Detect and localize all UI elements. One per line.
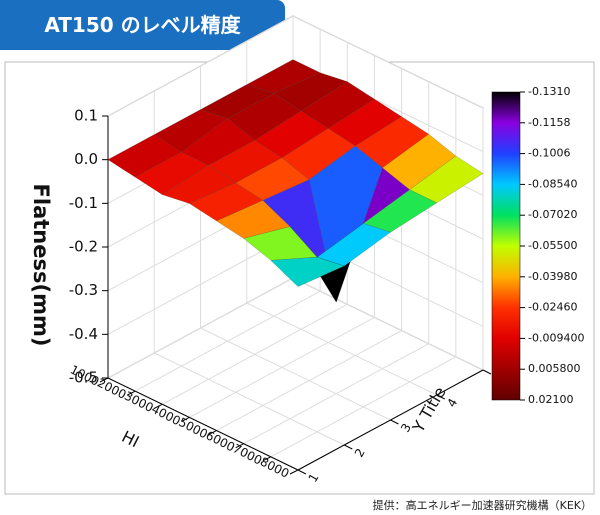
x-tick: [235, 443, 244, 449]
colorbar-tick-label: -0.1310: [528, 85, 570, 98]
colorbar-tick-label: -0.08540: [528, 177, 577, 190]
x-tick: [289, 469, 299, 475]
z-tick-label: -0.5: [69, 369, 98, 387]
y-axis: [297, 369, 484, 471]
x-tick: [99, 377, 109, 383]
colorbar-tick-label: -0.07020: [528, 208, 577, 221]
credit: 提供：高エネルギー加速器研究機構（KEK）: [372, 499, 592, 512]
colorbar-tick-label: -0.05500: [528, 239, 577, 252]
y-tick: [482, 369, 492, 375]
y-tick: [344, 444, 353, 450]
y-tick-label: 1: [306, 471, 322, 485]
grid-line: [200, 327, 391, 421]
colorbar-tick-label: -0.03980: [528, 270, 577, 283]
colorbar-tick-label: 0.005800: [528, 362, 581, 375]
header-title: AT150 のレベル精度: [0, 0, 285, 50]
x-axis-title: HI: [119, 427, 143, 452]
x-tick: [262, 456, 272, 462]
colorbar-tick-label: -0.009400: [528, 331, 584, 344]
chart: 10002000300040005000600070008000123450.1…: [4, 15, 595, 495]
grid-line: [292, 277, 484, 371]
y-tick: [436, 394, 445, 400]
z-tick-label: -0.3: [69, 281, 98, 299]
x-tick: [181, 416, 190, 422]
z-tick-label: -0.1: [69, 194, 98, 212]
colorbar: [491, 91, 521, 401]
colorbar-tick-label: -0.1158: [528, 116, 570, 129]
colorbar-tick-label: 0.02100: [528, 393, 574, 406]
z-tick-label: -0.2: [69, 238, 98, 256]
grid-line: [107, 277, 294, 379]
z-axis-title: Flatness(mm): [29, 184, 53, 347]
z-tick-label: 0.0: [74, 150, 98, 168]
grid-line: [292, 15, 484, 109]
y-tick: [390, 419, 399, 425]
grid-line: [154, 352, 345, 446]
colorbar-tick-label: -0.02460: [528, 301, 577, 314]
surface-patch: [270, 257, 345, 287]
x-axis: [107, 377, 299, 471]
grid-line: [107, 15, 294, 117]
z-tick-label: -0.4: [69, 325, 98, 343]
y-tick: [297, 469, 307, 475]
x-tick: [154, 403, 163, 409]
z-tick-label: 0.1: [74, 107, 98, 125]
x-tick: [208, 430, 217, 436]
colorbar-tick-label: -0.1006: [528, 147, 570, 160]
y-tick-label: 2: [352, 446, 368, 460]
grid-line: [246, 302, 437, 396]
x-tick: [126, 390, 136, 396]
